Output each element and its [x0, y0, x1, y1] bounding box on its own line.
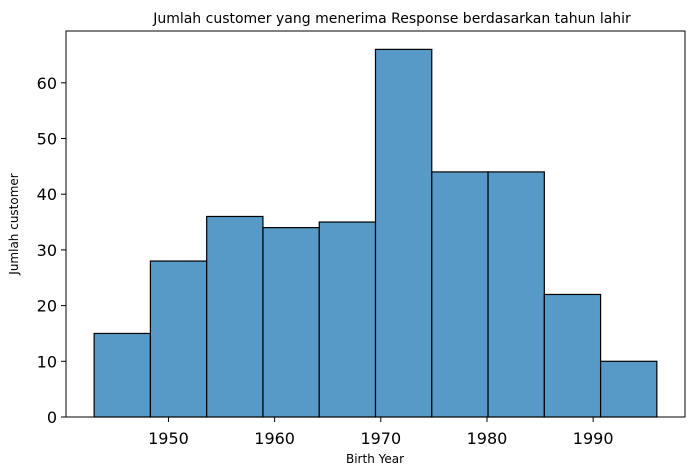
plot-frame	[65, 30, 686, 418]
histogram-bar-1	[93, 332, 152, 418]
y-ticks-group: 0 10 20 30 40 50 60	[37, 74, 66, 427]
x-axis-label: Birth Year	[346, 452, 404, 466]
x-tick-label: 1980	[467, 429, 508, 448]
y-tick-label: 30	[37, 241, 57, 260]
bars-group	[93, 48, 658, 418]
y-tick-label: 50	[37, 130, 57, 149]
y-axis-label: Jumlah customer	[7, 173, 21, 276]
x-tick-label: 1950	[148, 429, 189, 448]
histogram-bar-7	[431, 171, 489, 418]
y-tick-label: 60	[37, 74, 57, 93]
x-tick-label: 1970	[360, 429, 401, 448]
x-tick-label: 1990	[573, 429, 614, 448]
x-ticks-group: 1950 1960 1970 1980 1990	[148, 417, 614, 448]
histogram-bar-2	[149, 260, 208, 418]
y-tick-label: 10	[37, 352, 57, 371]
histogram-bar-9	[543, 293, 602, 418]
histogram-bar-5	[318, 221, 377, 418]
histogram-bar-4	[262, 227, 320, 418]
chart-title: Jumlah customer yang menerima Response b…	[152, 11, 631, 27]
y-tick-label: 20	[37, 297, 57, 316]
histogram-bar-8	[487, 171, 545, 418]
histogram-bar-3	[206, 215, 264, 418]
histogram-bar-10	[599, 360, 658, 418]
histogram-bar-6	[374, 48, 433, 418]
y-tick-label: 0	[47, 408, 57, 427]
x-tick-label: 1960	[254, 429, 295, 448]
y-tick-label: 40	[37, 185, 57, 204]
